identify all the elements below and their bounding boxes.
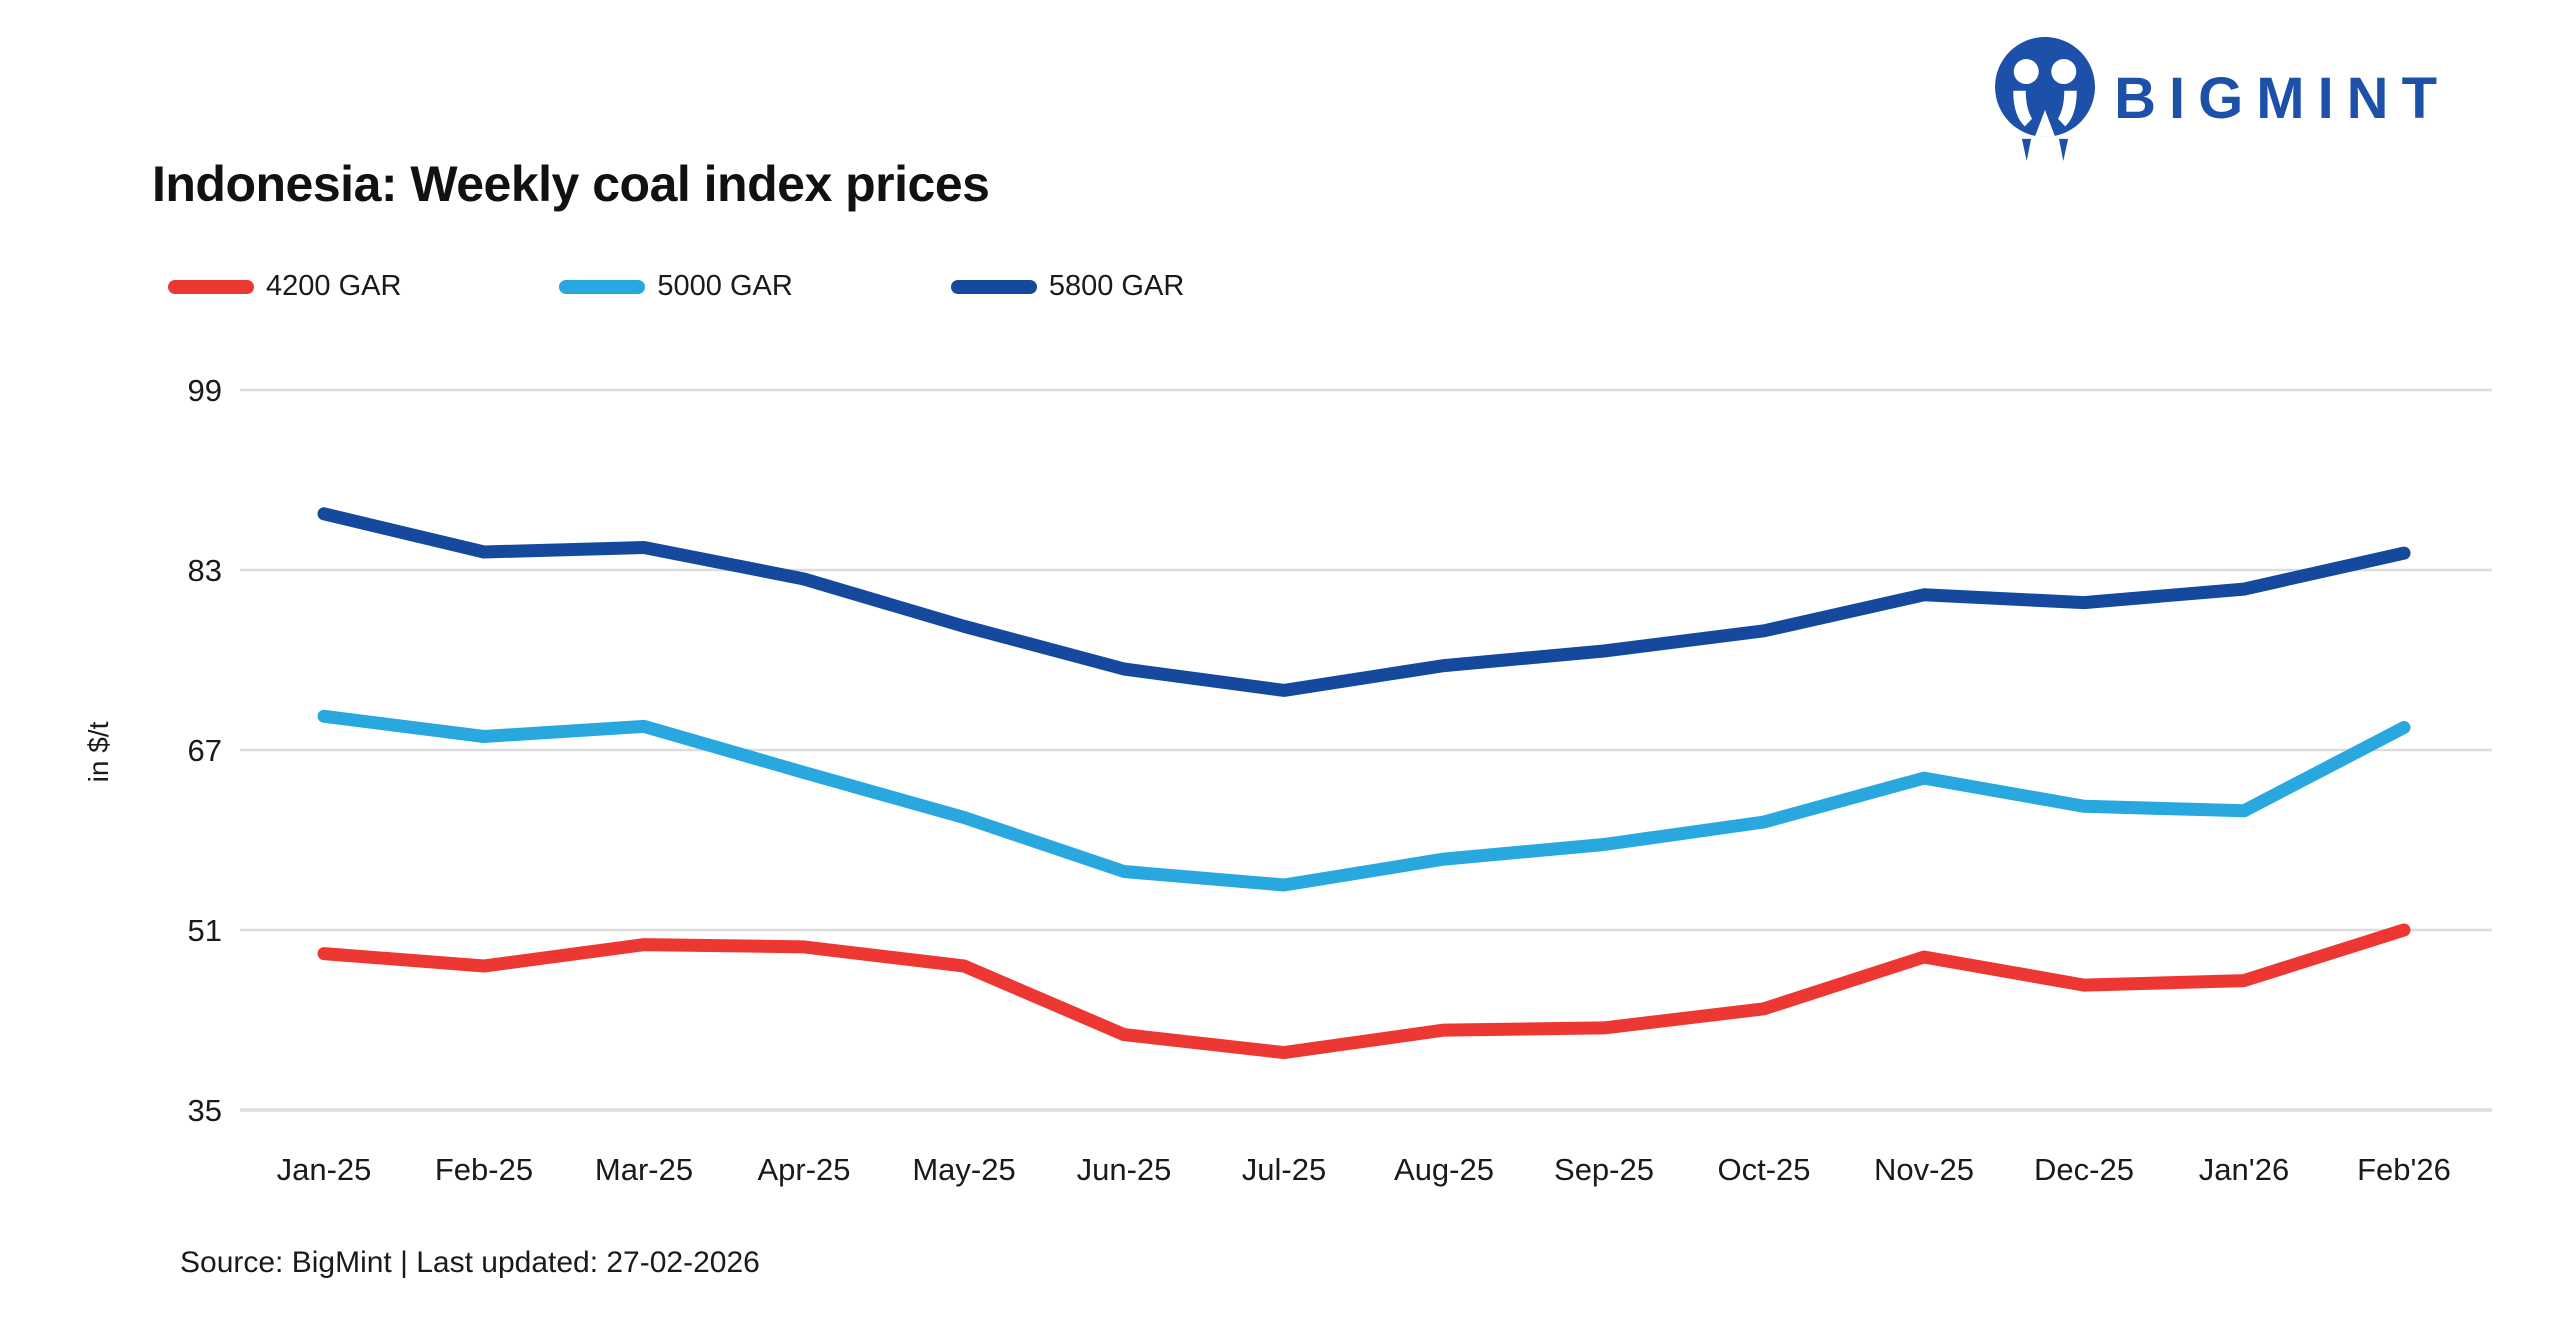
series-line-5800-gar xyxy=(317,507,2411,697)
series-line-4200-gar xyxy=(317,923,2411,1060)
y-tick-label: 67 xyxy=(188,733,222,768)
chart-legend: 4200 GAR 5000 GAR 5800 GAR xyxy=(168,270,1184,303)
legend-item-5800-gar: 5800 GAR xyxy=(950,270,1185,303)
y-tick-label: 35 xyxy=(188,1093,222,1128)
x-axis-label: May-25 xyxy=(912,1152,1015,1187)
chart-y-axis: 35 51 67 83 99 in $/t xyxy=(83,373,222,1128)
series-line-5000-gar xyxy=(317,709,2411,892)
legend-label-5800-gar: 5800 GAR xyxy=(1048,270,1185,302)
x-axis-label: Apr-25 xyxy=(757,1152,850,1187)
bigmint-logo-icon xyxy=(1995,36,2096,162)
legend-item-5000-gar: 5000 GAR xyxy=(559,270,793,303)
legend-label-5000-gar: 5000 GAR xyxy=(657,270,793,302)
legend-swatch-5800-gar xyxy=(950,279,1037,294)
legend-label-4200-gar: 4200 GAR xyxy=(266,270,402,302)
x-axis-label: Jan-25 xyxy=(277,1152,372,1187)
x-axis-label: Sep-25 xyxy=(1554,1152,1654,1187)
x-axis-label: Jun-25 xyxy=(1077,1152,1172,1187)
x-axis-label: Dec-25 xyxy=(2034,1152,2134,1187)
bigmint-logo-text: BIGMINT xyxy=(2114,65,2450,131)
x-axis-label: Nov-25 xyxy=(1874,1152,1974,1187)
x-axis-label: Mar-25 xyxy=(595,1152,693,1187)
legend-swatch-4200-gar xyxy=(168,279,254,294)
y-tick-label: 51 xyxy=(188,913,222,948)
x-axis-label: Jan'26 xyxy=(2199,1152,2289,1187)
bigmint-logo: BIGMINT xyxy=(1992,34,2450,162)
chart-gridlines xyxy=(240,388,2492,1112)
page-title: Indonesia: Weekly coal index prices xyxy=(152,156,990,212)
x-axis-label: Feb'26 xyxy=(2357,1152,2451,1187)
x-axis-label: Aug-25 xyxy=(1394,1152,1494,1187)
x-axis-label: Feb-25 xyxy=(435,1152,533,1187)
y-tick-label: 83 xyxy=(188,553,222,588)
legend-item-4200-gar: 4200 GAR xyxy=(168,270,401,303)
legend-swatch-5000-gar xyxy=(559,279,646,294)
y-axis-title: in $/t xyxy=(83,721,114,782)
chart-x-axis: Jan-25 Feb-25 Mar-25 Apr-25 May-25 Jun-25 Jul-… xyxy=(277,1152,2451,1187)
y-tick-label: 99 xyxy=(188,373,222,408)
source-note: Source: BigMint | Last updated: 27-02-20… xyxy=(180,1246,760,1279)
chart-series xyxy=(317,507,2411,1060)
x-axis-label: Jul-25 xyxy=(1242,1152,1326,1187)
x-axis-label: Oct-25 xyxy=(1717,1152,1810,1187)
